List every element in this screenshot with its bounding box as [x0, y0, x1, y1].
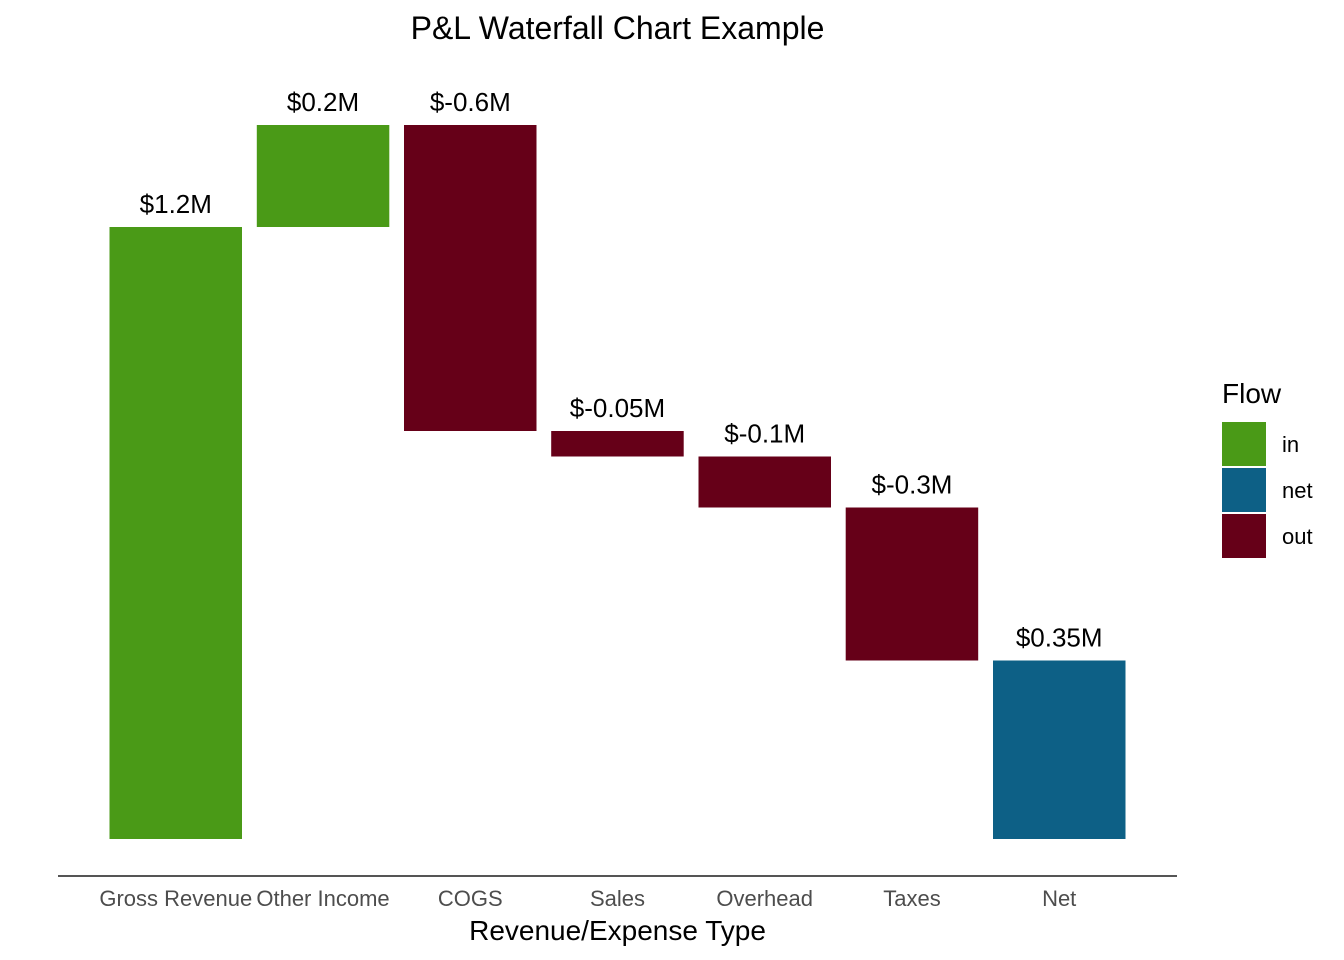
x-tick-label: Other Income: [256, 886, 389, 911]
data-label: $-0.3M: [872, 470, 953, 500]
x-tick-label: Net: [1042, 886, 1076, 911]
data-label: $-0.05M: [570, 393, 665, 423]
bar-overhead: [698, 456, 831, 508]
legend-title: Flow: [1222, 378, 1282, 409]
bar-other-income: [256, 125, 390, 227]
bar-sales: [551, 431, 684, 457]
chart-title: P&L Waterfall Chart Example: [411, 10, 825, 46]
legend-label-in: in: [1282, 432, 1299, 457]
legend: Flow in net out: [1222, 378, 1313, 558]
legend-swatch-in: [1222, 422, 1266, 466]
x-axis-title: Revenue/Expense Type: [469, 915, 766, 946]
legend-label-out: out: [1282, 524, 1313, 549]
data-label: $-0.1M: [724, 419, 805, 449]
bar-net: [993, 660, 1126, 839]
bar-taxes: [845, 507, 979, 661]
data-label: $-0.6M: [430, 87, 511, 117]
data-label: $0.2M: [287, 87, 359, 117]
data-labels-group: $1.2M $0.2M $-0.6M $-0.05M $-0.1M $-0.3M $0.35…: [140, 87, 1103, 653]
bar-gross-revenue: [109, 227, 242, 839]
data-label: $1.2M: [140, 189, 212, 219]
legend-swatch-net: [1222, 468, 1266, 512]
legend-swatch-out: [1222, 514, 1266, 558]
x-tick-label: Taxes: [883, 886, 940, 911]
legend-items: in net out: [1222, 422, 1313, 558]
x-tick-label: Sales: [590, 886, 645, 911]
x-tick-label: Overhead: [716, 886, 813, 911]
legend-label-net: net: [1282, 478, 1313, 503]
x-tick-labels: Gross Revenue Other Income COGS Sales Overhe…: [99, 886, 1076, 911]
x-tick-label: COGS: [438, 886, 503, 911]
bars-group: [109, 125, 1126, 839]
bar-cogs: [404, 125, 537, 431]
data-label: $0.35M: [1016, 623, 1103, 653]
x-tick-label: Gross Revenue: [99, 886, 252, 911]
